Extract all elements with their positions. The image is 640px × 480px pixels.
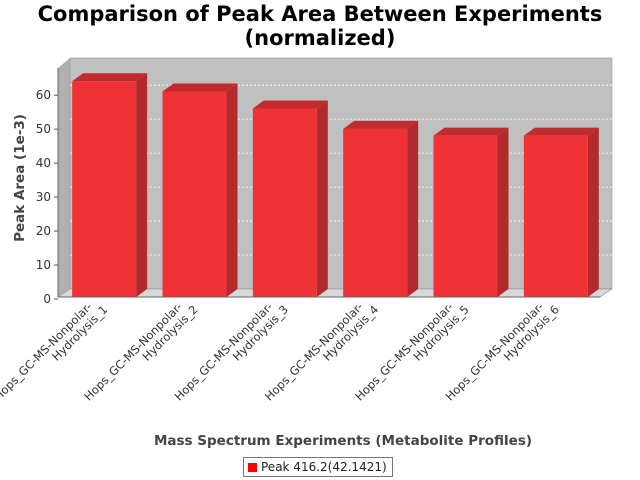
bar-side-2 [226,83,238,298]
bar-1 [72,81,137,297]
legend-swatch-peak [248,462,257,472]
chart-title-line2: (normalized) [244,26,396,50]
y-tick-label-10: 10 [36,258,51,272]
bar-5 [433,135,498,297]
y-tick-label-40: 40 [36,156,51,170]
bar-3 [252,108,317,298]
y-axis-title: Peak Area (1e-3) [12,114,28,242]
bar-2 [162,91,227,298]
bar-side-3 [316,100,328,298]
bar-top-1 [72,73,148,82]
plot-side-wall [58,58,70,297]
bar-4 [343,128,408,297]
plot-back-wall [69,57,613,290]
bar-side-5 [497,127,509,297]
bar-6 [523,135,588,297]
chart-title: Comparison of Peak Area Between Experime… [0,2,640,50]
bar-top-4 [343,120,419,129]
bar-top-6 [523,127,599,136]
y-tick-label-50: 50 [36,122,51,136]
y-tick-label-0: 0 [43,292,51,306]
bar-top-5 [433,127,509,136]
legend-label-peak: Peak 416.2(42.1421) [261,460,387,474]
x-tick-label-1-line-1: Hops_GC-MS-Nonpolar- [0,300,95,404]
y-tick-label-60: 60 [36,88,51,102]
bar-side-4 [407,120,419,298]
legend: Peak 416.2(42.1421) [243,457,393,477]
y-tick-label-30: 30 [36,190,51,204]
x-axis-depth-line [599,288,613,298]
y-tick-label-20: 20 [36,224,51,238]
bar-top-3 [252,100,328,109]
x-axis-title: Mass Spectrum Experiments (Metabolite Pr… [154,433,532,449]
bar-side-1 [136,73,148,297]
bar-top-2 [162,83,238,92]
bar-side-6 [587,127,599,297]
chart-title-line1: Comparison of Peak Area Between Experime… [37,2,603,26]
